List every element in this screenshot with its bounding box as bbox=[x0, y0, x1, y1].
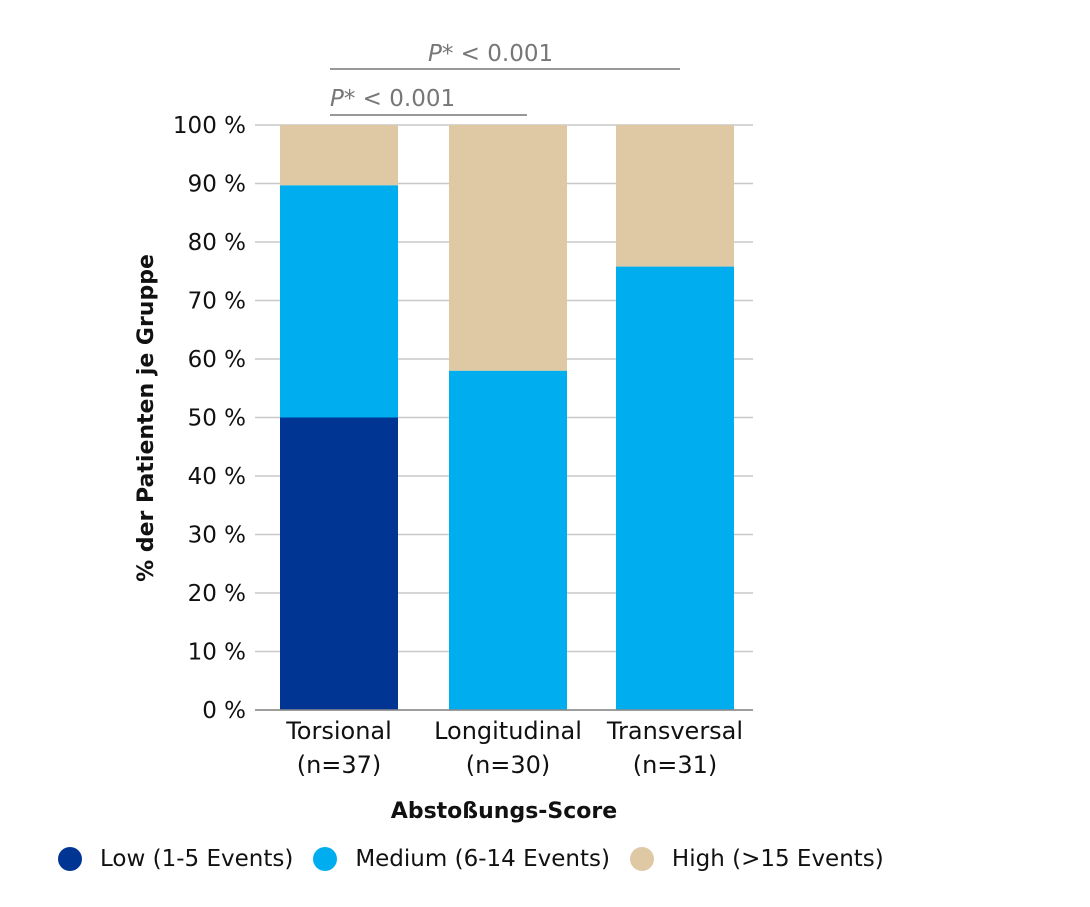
y-tick-label: 0 % bbox=[202, 698, 246, 724]
legend: Low (1-5 Events) Medium (6-14 Events) High… bbox=[58, 846, 904, 872]
legend-item: High (>15 Events) bbox=[629, 846, 884, 872]
y-tick-label: 50 % bbox=[188, 406, 246, 432]
legend-item: Low (1-5 Events) bbox=[58, 846, 293, 872]
y-tick-label: 60 % bbox=[188, 347, 246, 373]
x-tick-sublabel: (n=31) bbox=[633, 751, 718, 779]
x-tick-sublabel: (n=37) bbox=[297, 751, 382, 779]
y-tick-label: 30 % bbox=[188, 523, 246, 549]
y-tick-label: 40 % bbox=[188, 464, 246, 490]
legend-swatch bbox=[313, 847, 338, 871]
x-axis-title: Abstoßungs-Score bbox=[391, 799, 617, 824]
legend-label: High (>15 Events) bbox=[671, 846, 884, 872]
x-tick-label: Longitudinal bbox=[434, 717, 582, 745]
x-tick-label: Transversal bbox=[606, 717, 743, 745]
y-tick-label: 20 % bbox=[188, 581, 246, 607]
y-tick-label: 10 % bbox=[188, 640, 246, 666]
bar-segment bbox=[616, 266, 734, 710]
y-tick-label: 90 % bbox=[188, 172, 246, 198]
legend-label: Low (1-5 Events) bbox=[100, 846, 294, 872]
bar-segment bbox=[616, 125, 734, 267]
x-tick-sublabel: (n=30) bbox=[466, 751, 551, 779]
y-axis-title: % der Patienten je Gruppe bbox=[134, 254, 159, 582]
x-tick-label: Torsional bbox=[285, 717, 392, 745]
bar-segment bbox=[449, 125, 567, 371]
significance-label: P* < 0.001 bbox=[330, 86, 455, 112]
legend-label: Medium (6-14 Events) bbox=[355, 846, 610, 872]
significance-label: P* < 0.001 bbox=[428, 41, 553, 67]
y-tick-label: 70 % bbox=[188, 289, 246, 315]
legend-item: Medium (6-14 Events) bbox=[313, 846, 610, 872]
bar-segment bbox=[280, 185, 398, 418]
bar-segment bbox=[449, 370, 567, 710]
bar-segment bbox=[280, 125, 398, 186]
legend-swatch bbox=[629, 847, 654, 871]
legend-swatch bbox=[58, 847, 82, 871]
stacked-bar-chart: 0 % 10 % 20 % 30 % 40 % 50 % 60 % 70 % 80 % 90 % 1… bbox=[134, 41, 753, 824]
bar-segment bbox=[280, 417, 398, 710]
y-tick-label: 100 % bbox=[173, 113, 246, 139]
y-tick-label: 80 % bbox=[188, 230, 246, 256]
